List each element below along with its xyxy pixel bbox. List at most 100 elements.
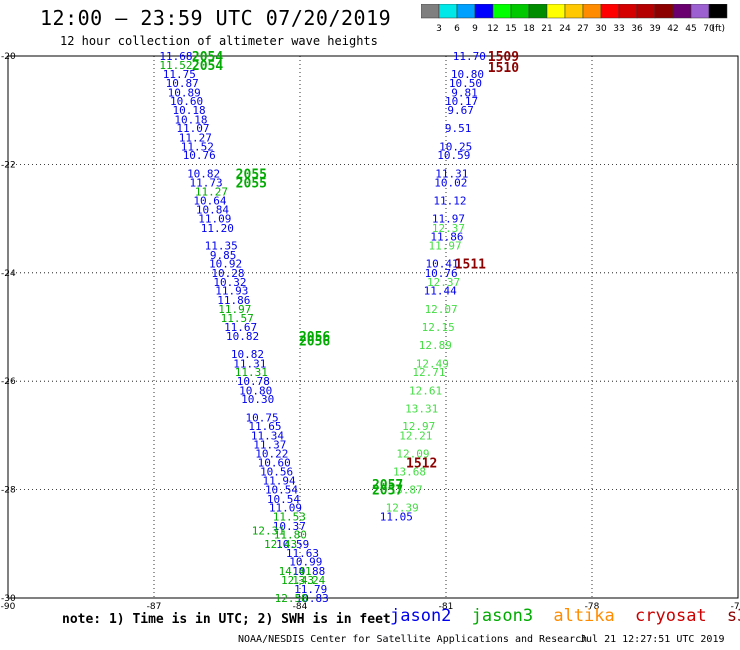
pass-number-label: 1512 xyxy=(406,457,437,472)
pass-number-label: 2057 xyxy=(372,484,403,499)
data-point-jason3-light: 12.15 xyxy=(422,321,455,334)
legend-jason3: jason3 xyxy=(471,606,534,626)
data-point-jason2: 11.52 xyxy=(181,141,214,154)
data-point-jason2: 11.09 xyxy=(198,213,231,226)
color-scale-label: 6 xyxy=(454,24,460,34)
pass-number-label: 2055 xyxy=(236,176,267,191)
data-point-jason2-east: 11.44 xyxy=(424,285,457,298)
data-point-jason3-light: 12.39 xyxy=(386,501,419,514)
data-point-jason2: 10.30 xyxy=(241,393,274,406)
data-point-jason2: 10.92 xyxy=(209,258,242,271)
pass-number-label: 1509 xyxy=(488,50,519,65)
data-point-jason2: 11.93 xyxy=(215,285,248,298)
data-point-jason2-east: 9.51 xyxy=(445,122,472,135)
data-point-jason3-light: 12.09 xyxy=(396,447,429,460)
data-point-jason3-light: 12.71 xyxy=(412,366,445,379)
data-point-jason2: 9.85 xyxy=(210,249,237,262)
data-point-jason2: 10.84 xyxy=(196,203,229,216)
color-scale-unit: (ft) xyxy=(711,24,725,34)
color-scale-label: 27 xyxy=(577,24,588,34)
data-point-jason3: 11.53 xyxy=(273,511,306,524)
color-scale-label: 12 xyxy=(487,24,498,34)
y-tick-label: -24 xyxy=(1,269,16,279)
data-point-jason2-east: 9.67 xyxy=(447,104,474,117)
plot-frame xyxy=(7,55,739,599)
color-scale-label: 18 xyxy=(523,24,535,34)
data-point-jason2: 11.34 xyxy=(251,429,284,442)
data-point-jason3-light: 12.61 xyxy=(409,384,442,397)
data-point-jason2-east: 11.97 xyxy=(432,213,465,226)
data-point-jason2: 10.28 xyxy=(211,267,244,280)
data-point-jason2-east: 11.05 xyxy=(380,511,413,524)
data-point-jason2: 10.56 xyxy=(260,466,293,479)
data-point-jason2: 10.22 xyxy=(255,447,288,460)
data-point-jason3: 11.52 xyxy=(159,59,192,72)
data-point-jason3: 12.58 xyxy=(275,592,308,605)
y-tick-label: -28 xyxy=(1,486,16,496)
x-tick-label: -81 xyxy=(439,602,454,612)
color-scale-label: 24 xyxy=(559,24,571,34)
pass-number-label: 2054 xyxy=(192,59,223,74)
data-point-jason2: 10.83 xyxy=(296,592,329,605)
data-point-jason2-east: 9.81 xyxy=(451,86,478,99)
data-point-jason3-light: 12.37 xyxy=(427,276,460,289)
satellite-legend: jason2 jason3 altika cryosat s3a xyxy=(390,606,740,626)
data-point-jason2-east: 10.17 xyxy=(445,95,478,108)
color-swatch xyxy=(708,4,728,19)
pass-number-label: 2057 xyxy=(372,478,403,493)
data-point-jason2: 11.67 xyxy=(224,321,257,334)
x-tick-label: -84 xyxy=(293,602,308,612)
page-subtitle: 12 hour collection of altimeter wave hei… xyxy=(60,34,378,48)
color-scale-label: 21 xyxy=(541,24,552,34)
data-point-jason2: 10.82 xyxy=(231,348,264,361)
color-scale-label: 45 xyxy=(685,24,696,34)
y-tick-label: -20 xyxy=(1,52,16,62)
color-scale-label: 70 xyxy=(703,24,715,34)
x-tick-label: -90 xyxy=(1,602,16,612)
data-point-jason3-light: 12.37 xyxy=(432,222,465,235)
data-point-jason2: 11.37 xyxy=(253,439,286,452)
data-point-jason2: 11.68 xyxy=(159,50,192,63)
color-scale-label: 39 xyxy=(649,24,661,34)
data-point-jason2-east: 10.59 xyxy=(437,149,470,162)
data-point-jason2-east: 10.25 xyxy=(439,141,472,154)
data-point-jason2: 11.07 xyxy=(176,122,209,135)
data-point-jason3-light: 12.21 xyxy=(399,429,432,442)
data-point-jason3: 11.97 xyxy=(218,303,251,316)
x-tick-label: -87 xyxy=(147,602,162,612)
data-point-jason3: 12.43 xyxy=(264,538,297,551)
data-point-jason2: 10.88 xyxy=(292,565,325,578)
data-point-jason2: 10.82 xyxy=(226,330,259,343)
legend-altika: altika xyxy=(553,606,615,626)
data-point-jason2-east: 11.86 xyxy=(430,230,463,243)
color-scale-label: 30 xyxy=(595,24,607,34)
data-point-jason2: 11.20 xyxy=(201,222,234,235)
data-point-jason2: 11.79 xyxy=(294,583,327,596)
pass-number-label: 2056 xyxy=(299,335,330,350)
data-point-jason3-light: 12.07 xyxy=(425,303,458,316)
data-point-jason2: 10.82 xyxy=(187,168,220,181)
data-point-jason2: 11.27 xyxy=(179,131,212,144)
data-point-jason2: 10.87 xyxy=(166,77,199,90)
data-point-jason2-east: 11.31 xyxy=(435,168,468,181)
data-point-jason3: 14.41 xyxy=(279,565,312,578)
color-scale-label: 15 xyxy=(505,24,516,34)
data-point-jason3-light: 13.31 xyxy=(405,402,438,415)
data-point-jason2: 10.76 xyxy=(183,149,216,162)
data-point-jason3: 11.80 xyxy=(274,529,307,542)
data-point-jason3-light: 11.97 xyxy=(428,240,461,253)
data-point-jason2: 11.09 xyxy=(269,501,302,514)
data-point-jason2: 11.65 xyxy=(248,420,281,433)
data-point-jason2: 10.75 xyxy=(245,412,278,425)
y-tick-label: -30 xyxy=(1,594,16,604)
data-point-jason2: 11.75 xyxy=(163,68,196,81)
data-point-jason2-east: 10.02 xyxy=(434,176,467,189)
plot-note: note: 1) Time is in UTC; 2) SWH is in fe… xyxy=(62,612,391,627)
data-point-jason3: 12.43 xyxy=(281,574,314,587)
legend-s3a: s3a xyxy=(726,606,740,626)
data-point-jason3-light: 12.97 xyxy=(402,420,435,433)
data-point-jason2-east: 11.12 xyxy=(433,195,466,208)
data-point-jason2: 10.78 xyxy=(237,375,270,388)
data-point-jason3-light: 13.68 xyxy=(393,466,426,479)
